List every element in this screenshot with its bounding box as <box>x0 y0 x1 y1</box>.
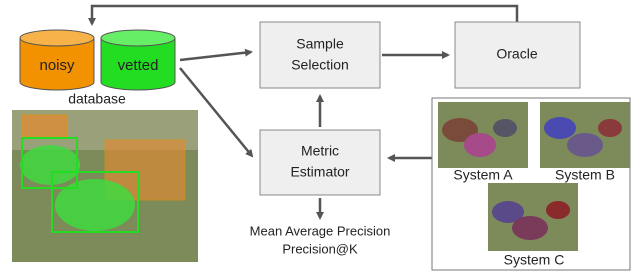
system-label: System C <box>504 252 565 268</box>
output-label: Precision@K <box>282 241 358 256</box>
node-label: Estimator <box>290 164 349 180</box>
system-b-photo <box>540 102 630 168</box>
output-label: Mean Average Precision <box>250 223 391 238</box>
arrow <box>180 52 251 60</box>
noisy-label: noisy <box>39 57 75 74</box>
cow-photo <box>12 110 198 262</box>
vetted-label: vetted <box>118 57 159 74</box>
database-label: database <box>68 91 126 107</box>
system-c-photo <box>488 183 578 251</box>
system-a-photo <box>438 102 528 168</box>
diagram: noisy vetted database Sample Selection O… <box>0 0 632 271</box>
feedback-arrow <box>92 6 517 24</box>
sample-selection-box <box>260 22 380 88</box>
system-label: System A <box>453 167 513 183</box>
node-label: Sample <box>296 36 344 52</box>
metric-estimator-box <box>260 130 380 195</box>
system-label: System B <box>555 167 615 183</box>
node-label: Oracle <box>496 46 537 62</box>
node-label: Metric <box>301 143 339 159</box>
node-label: Selection <box>291 57 349 73</box>
